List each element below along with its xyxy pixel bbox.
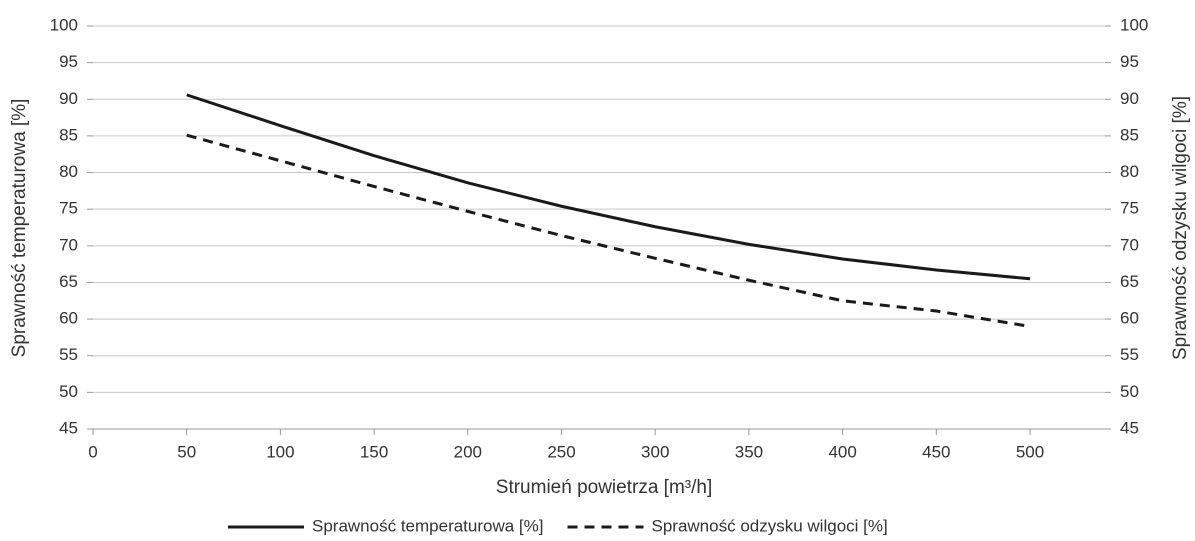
x-tick-label: 200 (454, 442, 482, 461)
x-tick-label: 350 (735, 442, 763, 461)
y2-tick-label: 55 (1120, 345, 1139, 364)
y-tick-label: 75 (59, 199, 78, 218)
x-tick-label: 150 (360, 442, 388, 461)
y-tick-label: 100 (50, 15, 78, 34)
y2-tick-label: 90 (1120, 89, 1139, 108)
legend-label: Sprawność odzysku wilgoci [%] (652, 516, 888, 535)
x-tick-label: 500 (1016, 442, 1044, 461)
legend-label: Sprawność temperaturowa [%] (312, 516, 544, 535)
series-line (186, 133, 1031, 328)
y-tick-label: 70 (59, 235, 78, 254)
y2-tick-label: 60 (1120, 309, 1139, 328)
y2-tick-label: 100 (1120, 15, 1148, 34)
y2-tick-label: 75 (1120, 199, 1139, 218)
y-tick-label: 55 (59, 345, 78, 364)
y-tick-label: 65 (59, 272, 78, 291)
x-tick-label: 100 (266, 442, 294, 461)
y2-tick-label: 50 (1120, 382, 1139, 401)
x-tick-label: 400 (828, 442, 856, 461)
x-tick-label: 0 (88, 442, 97, 461)
y-tick-label: 45 (59, 418, 78, 437)
y-tick-label: 90 (59, 89, 78, 108)
y2-tick-label: 80 (1120, 162, 1139, 181)
y-tick-label: 80 (59, 162, 78, 181)
x-axis-title: Strumień powietrza [m³/h] (496, 477, 712, 498)
y-tick-label: 50 (59, 382, 78, 401)
y2-tick-label: 95 (1120, 52, 1139, 71)
y-tick-label: 95 (59, 52, 78, 71)
series-line (186, 93, 1031, 281)
y2-tick-label: 85 (1120, 125, 1139, 144)
y-tick-label: 85 (59, 125, 78, 144)
x-tick-label: 300 (641, 442, 669, 461)
y2-tick-label: 65 (1120, 272, 1139, 291)
y-tick-label: 60 (59, 309, 78, 328)
y2-tick-label: 45 (1120, 418, 1139, 437)
x-tick-label: 450 (922, 442, 950, 461)
x-tick-label: 50 (177, 442, 196, 461)
x-tick-label: 250 (547, 442, 575, 461)
y2-axis-title: Sprawność odzysku wilgoci [%] (1170, 96, 1191, 360)
y2-tick-label: 70 (1120, 235, 1139, 254)
y-axis-title: Sprawność temperaturowa [%] (9, 99, 30, 358)
